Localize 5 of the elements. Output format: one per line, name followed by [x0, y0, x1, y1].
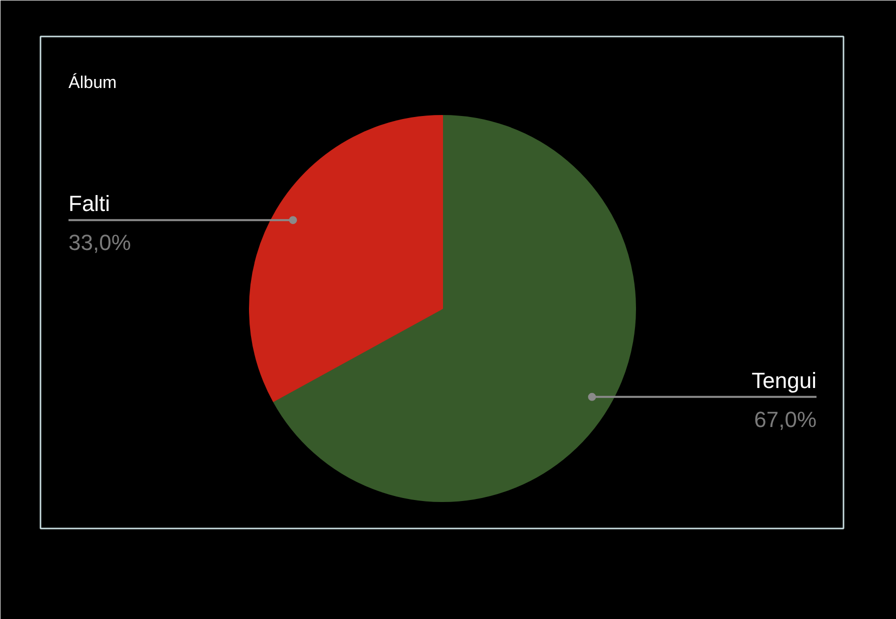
slice-label: Falti	[68, 191, 110, 216]
slice-label: Tengui	[752, 368, 817, 393]
data-label: 33,0%	[68, 230, 131, 256]
chart-title: Álbum	[68, 73, 117, 92]
data-label: 67,0%	[754, 406, 817, 432]
